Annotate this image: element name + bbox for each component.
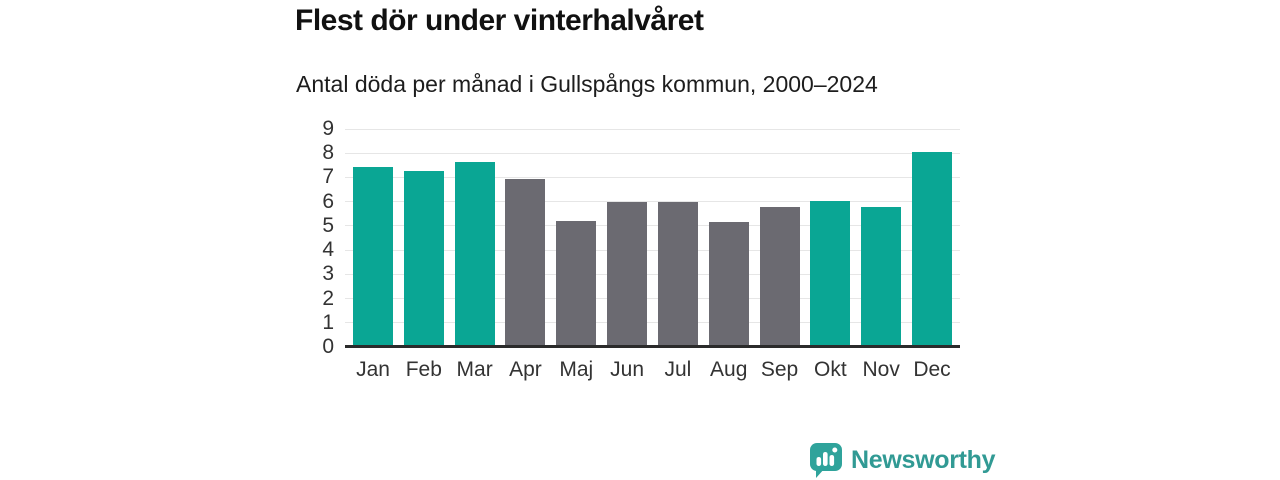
gridline <box>345 176 960 178</box>
x-tick-label: Sep <box>760 358 799 381</box>
x-axis-labels: Jan Feb Mar Apr Maj Jun Jul Aug Sep Okt Nov Dec <box>345 357 960 387</box>
bar-jan <box>353 166 393 347</box>
newsworthy-logo-icon <box>810 442 842 478</box>
plot-area <box>345 128 960 348</box>
x-tick-label: Okt <box>814 358 847 381</box>
bar-sep <box>759 206 800 347</box>
y-tick-label: 6 <box>322 189 334 213</box>
page-subtitle: Antal döda per månad i Gullspångs kommun… <box>296 71 878 97</box>
gridline <box>345 322 960 324</box>
bar-feb <box>403 170 444 347</box>
bar-maj <box>556 221 597 347</box>
gridline <box>345 273 960 275</box>
bar-jun <box>607 201 648 347</box>
bar-aug <box>708 222 749 347</box>
y-tick-label: 5 <box>322 213 334 237</box>
y-tick-label: 4 <box>322 238 334 262</box>
x-tick-label: Apr <box>509 358 542 381</box>
x-axis-line <box>345 345 960 348</box>
x-tick-label: Nov <box>862 358 900 381</box>
newsworthy-logo-text: Newsworthy <box>851 445 996 474</box>
x-tick-label: Aug <box>710 358 748 381</box>
x-tick-label: Mar <box>456 358 493 381</box>
y-tick-label: 9 <box>322 117 334 140</box>
bar-mar <box>454 161 495 347</box>
bar-jul <box>657 201 698 347</box>
page-title: Flest dör under vinterhalvåret <box>295 4 704 37</box>
gridline <box>345 298 960 300</box>
y-tick-label: 2 <box>322 286 334 310</box>
y-tick-label: 8 <box>322 141 334 165</box>
gridline <box>345 249 960 251</box>
bar-nov <box>861 206 902 347</box>
x-tick-label: Jan <box>356 358 390 381</box>
bar-okt <box>810 200 851 347</box>
gridline <box>345 201 960 203</box>
x-tick-label: Jun <box>610 358 645 381</box>
y-tick-label: 0 <box>322 335 334 358</box>
x-tick-label: Dec <box>913 358 951 381</box>
bar-apr <box>505 179 546 347</box>
y-tick-label: 1 <box>322 310 334 334</box>
x-tick-label: Feb <box>405 358 442 381</box>
newsworthy-logo: Newsworthy <box>810 442 996 478</box>
bar-dec <box>912 152 952 347</box>
y-tick-label: 3 <box>322 262 334 286</box>
x-tick-label: Maj <box>559 358 594 381</box>
gridline <box>345 152 960 154</box>
gridline <box>345 128 960 130</box>
gridline <box>345 225 960 227</box>
y-tick-label: 7 <box>322 165 334 189</box>
x-tick-label: Jul <box>664 358 692 381</box>
